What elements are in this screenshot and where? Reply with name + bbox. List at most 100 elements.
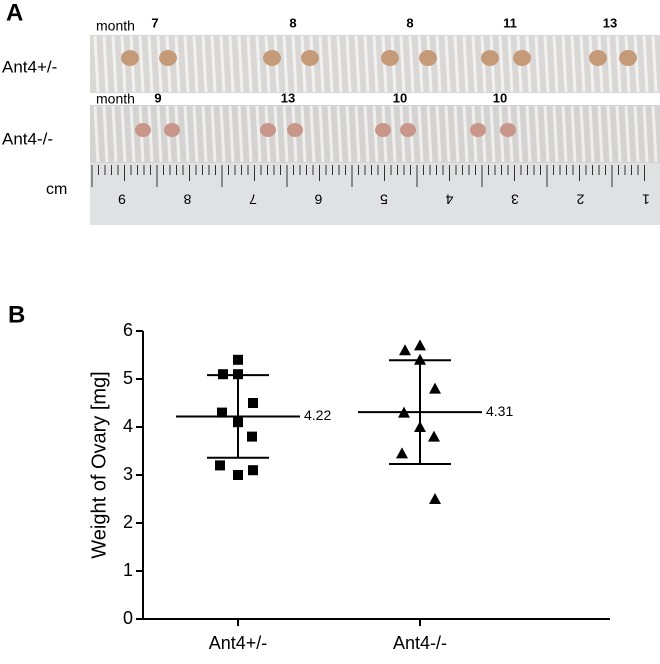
ovary xyxy=(589,50,607,66)
texture xyxy=(228,105,235,163)
panel-label: B xyxy=(8,301,25,328)
texture xyxy=(480,35,487,93)
ruler-label: 3 xyxy=(511,191,519,207)
data-point xyxy=(428,430,440,442)
ruler-label: 1 xyxy=(642,191,650,207)
texture xyxy=(336,35,343,93)
texture xyxy=(255,105,262,163)
texture xyxy=(390,105,397,163)
age-label: 11 xyxy=(503,15,517,30)
texture xyxy=(471,35,478,93)
data-point xyxy=(248,465,258,476)
ovary xyxy=(400,123,416,137)
texture xyxy=(372,35,379,93)
ruler-label: 6 xyxy=(314,191,322,207)
texture xyxy=(615,35,622,93)
y-tick-label: 6 xyxy=(123,320,133,340)
age-label: 10 xyxy=(393,90,407,105)
texture xyxy=(156,105,163,163)
texture xyxy=(417,35,424,93)
y-tick-label: 4 xyxy=(123,416,133,436)
texture xyxy=(102,105,109,163)
texture xyxy=(453,105,460,163)
ovary xyxy=(470,123,486,137)
texture xyxy=(354,35,361,93)
texture xyxy=(93,105,100,163)
texture xyxy=(201,35,208,93)
texture xyxy=(507,35,514,93)
texture xyxy=(120,35,127,93)
texture xyxy=(138,35,145,93)
texture xyxy=(525,35,532,93)
texture xyxy=(156,35,163,93)
month-label: month xyxy=(96,91,135,107)
ovary xyxy=(159,50,177,66)
ovary xyxy=(481,50,499,66)
texture xyxy=(561,35,568,93)
photo-details xyxy=(91,35,658,187)
texture xyxy=(129,105,136,163)
y-tick-label: 3 xyxy=(123,464,133,484)
texture xyxy=(291,35,298,93)
texture xyxy=(588,35,595,93)
texture xyxy=(363,35,370,93)
texture xyxy=(354,105,361,163)
texture xyxy=(651,105,658,163)
texture xyxy=(282,35,289,93)
texture xyxy=(255,35,262,93)
texture xyxy=(525,105,532,163)
texture xyxy=(219,105,226,163)
mean-label: 4.31 xyxy=(486,403,513,419)
texture xyxy=(408,35,415,93)
age-label: 7 xyxy=(151,15,158,30)
ovary xyxy=(263,50,281,66)
texture xyxy=(498,35,505,93)
ovary xyxy=(500,123,516,137)
x-tick-label: Ant4+/- xyxy=(209,633,268,653)
texture xyxy=(219,35,226,93)
ovary xyxy=(287,123,303,137)
texture xyxy=(417,105,424,163)
ovary xyxy=(164,123,180,137)
data-point xyxy=(399,344,411,356)
texture xyxy=(210,105,217,163)
age-label: 10 xyxy=(493,90,507,105)
texture xyxy=(237,35,244,93)
texture xyxy=(237,105,244,163)
y-tick-label: 5 xyxy=(123,368,133,388)
data-point xyxy=(396,447,408,459)
ovary xyxy=(301,50,319,66)
ovary xyxy=(121,50,139,66)
texture xyxy=(201,105,208,163)
data-point xyxy=(215,460,225,471)
texture xyxy=(516,105,523,163)
texture xyxy=(606,35,613,93)
texture xyxy=(183,35,190,93)
texture xyxy=(570,35,577,93)
y-tick-label: 1 xyxy=(123,560,133,580)
texture xyxy=(633,35,640,93)
texture xyxy=(552,105,559,163)
panel-label: A xyxy=(6,0,23,26)
data-point xyxy=(217,407,227,418)
texture xyxy=(192,35,199,93)
texture xyxy=(336,105,343,163)
ruler-unit: cm xyxy=(46,181,67,198)
data-point xyxy=(429,382,441,394)
texture xyxy=(183,105,190,163)
data-point xyxy=(247,431,257,442)
texture xyxy=(111,105,118,163)
y-tick-label: 0 xyxy=(123,608,133,628)
texture xyxy=(453,35,460,93)
ruler-label: 2 xyxy=(576,191,584,207)
texture xyxy=(246,35,253,93)
age-label: 9 xyxy=(154,90,161,105)
texture xyxy=(426,105,433,163)
ruler-label: 8 xyxy=(183,191,191,207)
data-point xyxy=(233,470,243,480)
texture xyxy=(300,105,307,163)
data-point xyxy=(429,493,441,504)
ruler-label: 4 xyxy=(445,191,453,207)
mean-label: 4.22 xyxy=(304,407,331,423)
texture xyxy=(309,105,316,163)
